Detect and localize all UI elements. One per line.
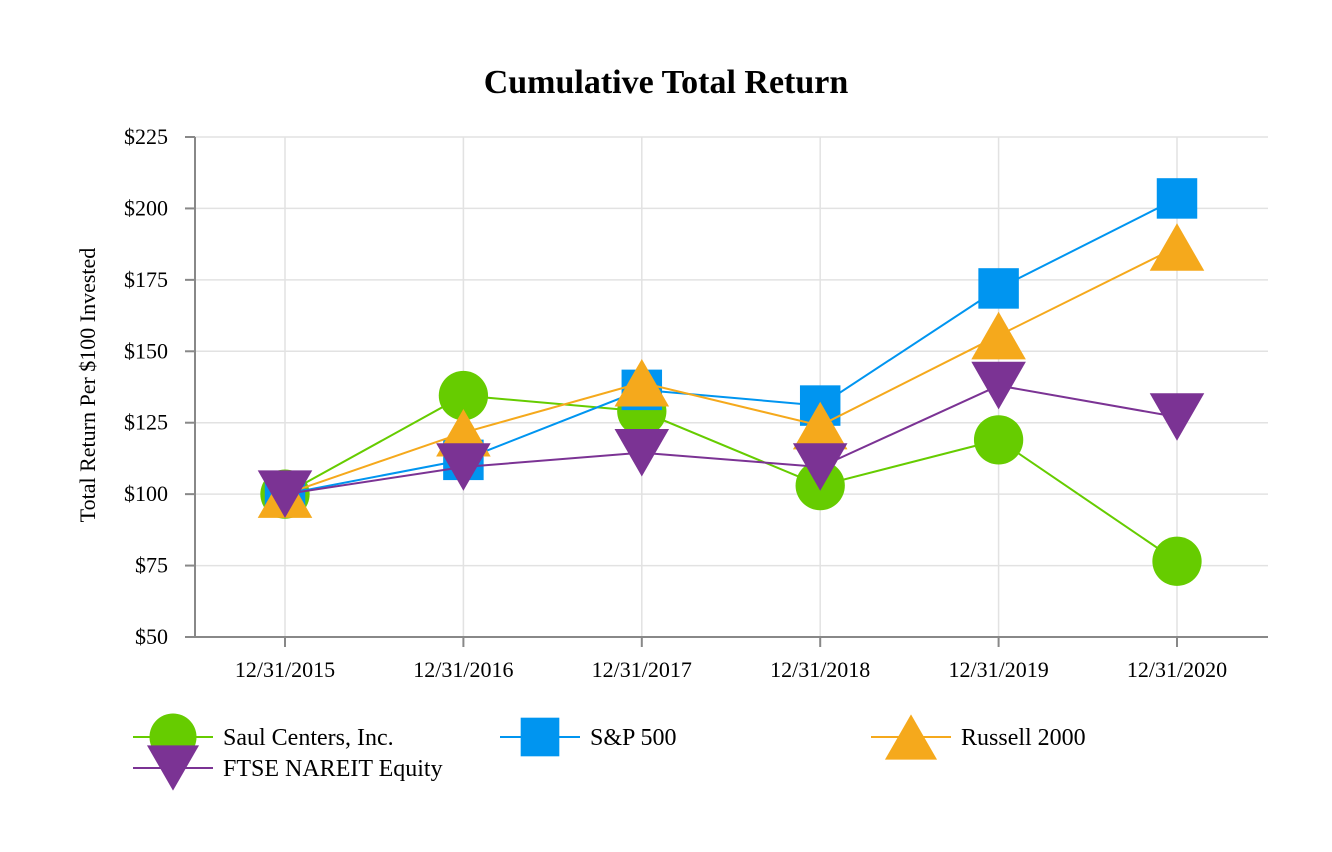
y-tick-label: $150 xyxy=(124,338,168,363)
x-tick-label: 12/31/2020 xyxy=(1127,657,1227,682)
y-tick-label: $100 xyxy=(124,481,168,506)
data-point xyxy=(438,370,489,421)
y-tick-label: $75 xyxy=(135,553,168,578)
legend-marker xyxy=(884,714,938,760)
series-line xyxy=(284,394,1178,563)
legend-label: S&P 500 xyxy=(590,725,676,751)
legend-label: FTSE NAREIT Equity xyxy=(223,756,443,782)
x-tick-label: 12/31/2017 xyxy=(592,657,692,682)
data-point xyxy=(614,358,670,407)
y-axis-title: Total Return Per $100 Invested xyxy=(75,248,100,523)
data-point xyxy=(971,311,1026,360)
series-line xyxy=(284,384,1178,496)
data-point xyxy=(792,401,848,450)
x-tick-label: 12/31/2019 xyxy=(948,657,1048,682)
y-tick-label: $175 xyxy=(124,267,168,292)
data-point xyxy=(436,443,491,491)
data-point xyxy=(978,268,1019,309)
data-point xyxy=(971,361,1026,410)
series-russell-2000 xyxy=(257,223,1205,518)
x-tick-label: 12/31/2015 xyxy=(235,657,335,682)
data-point xyxy=(792,443,848,491)
x-tick-label: 12/31/2016 xyxy=(413,657,513,682)
x-axis-ticks: 12/31/2015 12/31/2016 12/31/2017 12/31/2018… xyxy=(235,657,1227,682)
legend: Saul Centers, Inc. S&P 500 Russell 2000 FTS… xyxy=(133,713,1086,791)
legend-label: Saul Centers, Inc. xyxy=(223,725,394,751)
legend-item: FTSE NAREIT Equity xyxy=(133,745,443,791)
legend-item: S&P 500 xyxy=(500,717,676,757)
legend-label: Russell 2000 xyxy=(961,725,1086,751)
series-line xyxy=(284,246,1178,496)
data-point xyxy=(257,470,313,518)
legend-marker xyxy=(146,745,200,791)
series-s-p-500 xyxy=(264,178,1198,515)
data-point xyxy=(614,428,670,477)
legend-item: Russell 2000 xyxy=(871,714,1086,760)
series-line xyxy=(284,197,1178,496)
data-point xyxy=(1149,223,1205,271)
y-tick-label: $125 xyxy=(124,410,168,435)
legend-marker xyxy=(520,717,560,757)
grid xyxy=(195,136,1268,637)
data-point xyxy=(1149,393,1205,441)
y-axis-ticks: $50 $75 $100 $125 $150 $175 $200 $225 xyxy=(124,124,168,649)
y-tick-label: $50 xyxy=(135,624,168,649)
data-point xyxy=(1152,536,1202,586)
axes xyxy=(185,136,1268,647)
x-tick-label: 12/31/2018 xyxy=(770,657,870,682)
chart-title: Cumulative Total Return xyxy=(484,64,849,101)
series-ftse-nareit-equity xyxy=(257,361,1205,518)
series xyxy=(257,178,1205,586)
data-point xyxy=(973,415,1024,465)
y-tick-label: $225 xyxy=(124,124,168,149)
data-point xyxy=(1156,178,1198,219)
y-tick-label: $200 xyxy=(124,195,168,220)
